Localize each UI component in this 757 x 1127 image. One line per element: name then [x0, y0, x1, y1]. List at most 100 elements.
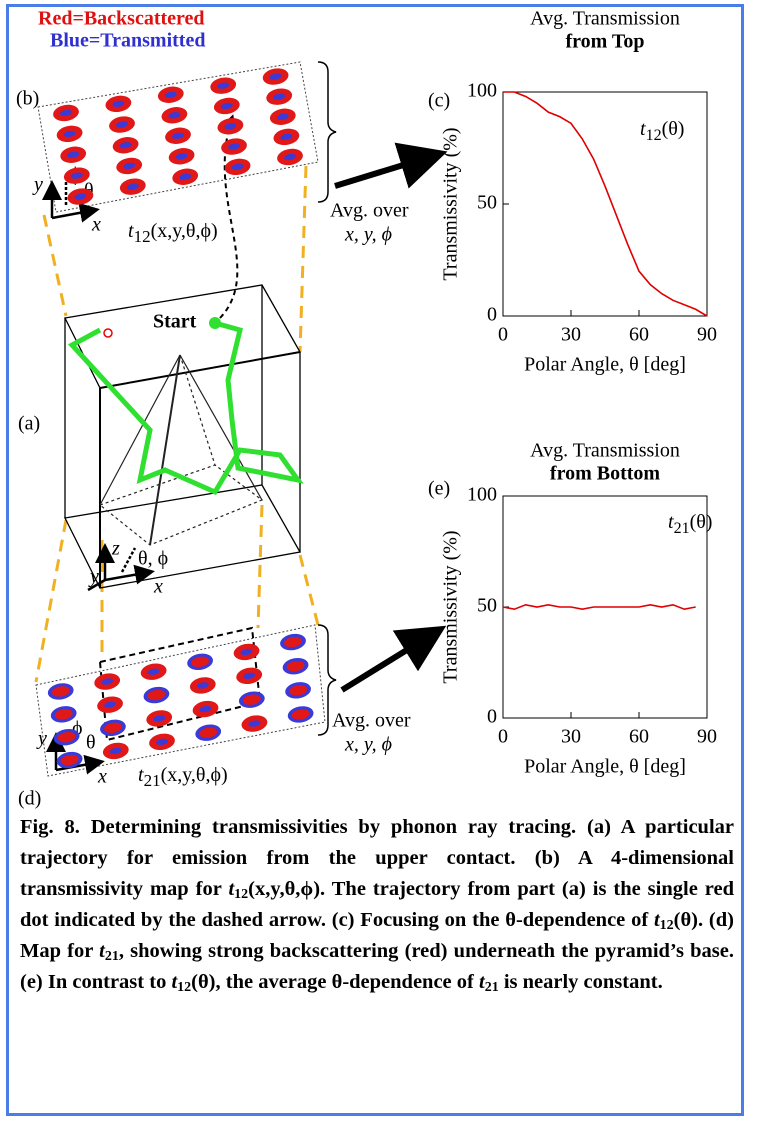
map-dot-core: [51, 686, 70, 697]
map-dot-core: [284, 636, 302, 648]
y-tick-label: 50: [477, 192, 497, 214]
caption-symbol: t: [479, 971, 485, 993]
map-dot-core: [123, 162, 136, 170]
figure-border: [6, 4, 744, 1116]
map-label-t: t: [138, 764, 144, 786]
x-tick-label: 30: [561, 324, 581, 346]
map-dot-core: [54, 709, 73, 720]
map-dot-core: [191, 656, 210, 667]
map-dot-core: [179, 173, 192, 180]
map-outline: [37, 61, 319, 213]
map-dot-core: [269, 73, 282, 80]
chart-title: Avg. Transmission: [530, 8, 680, 30]
end-dot: [103, 328, 113, 338]
caption-text: (θ). (d) Map for: [20, 909, 734, 962]
map-dot-core: [153, 715, 166, 722]
data-line: [502, 603, 696, 611]
chart-subtitle: from Bottom: [550, 463, 660, 485]
panel-label: (b): [16, 88, 39, 110]
start-dot: [209, 317, 221, 329]
map-dot-core: [126, 183, 139, 190]
caption-symbol: t: [228, 878, 235, 900]
map-dot-core: [289, 685, 308, 696]
map-dot-core: [172, 132, 184, 139]
caption-sub: 12: [177, 980, 192, 995]
map-dot-core: [60, 109, 72, 117]
map-dot-core: [116, 121, 128, 128]
axis-letter: x: [153, 576, 163, 598]
axis-letter: θ, ϕ: [138, 548, 168, 570]
map-dot-core: [156, 738, 168, 745]
annotation-sub: 12: [646, 127, 662, 144]
caption-text: (x,y,θ,ϕ). The trajectory from part (a) …: [20, 878, 734, 931]
map-dot-core: [199, 727, 218, 738]
x-axis-label: Polar Angle, θ [deg]: [524, 756, 686, 778]
caption: Fig. 8. Determining transmissivities by …: [20, 812, 734, 998]
map-dot-core: [291, 709, 310, 720]
avg-vars: x, y, ϕ: [344, 224, 392, 246]
chart-title: Avg. Transmission: [530, 440, 680, 462]
caption-sub: 21: [104, 949, 119, 964]
map-dot-core: [284, 153, 296, 161]
caption-text: (θ), the average θ-dependence of: [191, 971, 479, 993]
axis-letter: z: [111, 538, 120, 560]
map-dot-core: [280, 133, 293, 140]
x-tick-label: 90: [697, 324, 717, 346]
map-label-args: (x,y,θ,ϕ): [161, 764, 228, 786]
annotation-symbol: t: [668, 511, 674, 533]
map-label-sub: 12: [134, 227, 151, 246]
map-dot-core: [220, 102, 233, 110]
map-label-t: t: [128, 220, 134, 242]
caption-symbol: t: [171, 971, 178, 993]
y-tick-label: 0: [487, 304, 497, 326]
map-dot-core: [276, 113, 289, 120]
x-axis-label: Polar Angle, θ [deg]: [524, 354, 686, 376]
map-label: t12(x,y,θ,ϕ): [128, 220, 218, 246]
annotation: t21(θ): [668, 511, 712, 537]
map-dot-core: [224, 123, 237, 130]
axis-letter: ϕ: [72, 718, 83, 740]
map-dot-core: [109, 747, 122, 755]
map-dot-core: [168, 112, 181, 119]
y-tick-label: 100: [467, 484, 497, 506]
y-tick-label: 100: [467, 80, 497, 102]
map-label: t21(x,y,θ,ϕ): [138, 764, 228, 790]
avg-note: Avg. over: [330, 200, 409, 222]
axis-letter: θ: [86, 732, 96, 754]
caption-text: , showing strong backscattering (red) un…: [20, 940, 734, 993]
trajectory: [67, 320, 304, 496]
x-tick-label: 0: [498, 726, 508, 748]
data-line: [503, 91, 708, 317]
panel-label: (d): [18, 788, 41, 810]
map-dot-core: [175, 153, 188, 160]
y-axis-label: Transmissivity (%): [440, 530, 462, 683]
panel-label: (a): [18, 413, 40, 435]
chart-subtitle: from Top: [565, 31, 644, 53]
caption-symbol: t: [653, 909, 660, 931]
map-dot-core: [196, 682, 209, 689]
caption-sub: 12: [234, 887, 249, 902]
map-dot-core: [74, 193, 87, 200]
avg-note: Avg. over: [332, 710, 411, 732]
caption-text: is nearly constant.: [498, 971, 663, 993]
panel-label: (c): [428, 90, 450, 112]
cube: [64, 284, 302, 589]
map-dot-core: [104, 722, 122, 733]
annotation: t12(θ): [640, 118, 684, 144]
x-tick-label: 60: [629, 324, 649, 346]
axis-letter: y: [88, 566, 99, 588]
map-dot-core: [57, 732, 76, 743]
caption-sub: 21: [484, 980, 499, 995]
map-label-sub: 21: [144, 771, 161, 790]
map-dot-core: [164, 91, 177, 98]
map-dot-core: [231, 163, 244, 170]
map-label-args: (x,y,θ,ϕ): [151, 220, 218, 242]
axis-letter: y: [36, 728, 47, 750]
map-outline: [35, 624, 326, 777]
arrow: [334, 142, 448, 189]
panel-label: (e): [428, 478, 450, 500]
map-dot-core: [217, 82, 230, 89]
axis-letter: y: [32, 174, 43, 196]
